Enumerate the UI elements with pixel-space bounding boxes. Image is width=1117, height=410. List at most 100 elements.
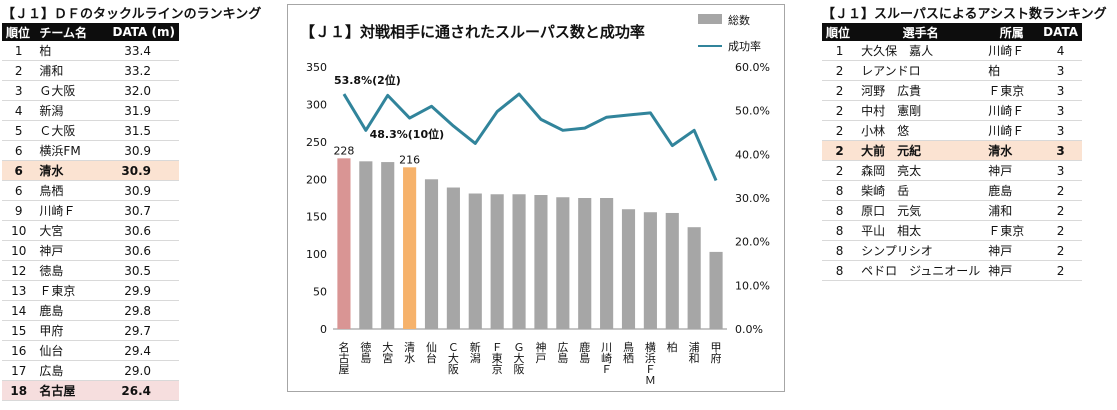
- rank-cell: 10: [2, 220, 36, 241]
- data-cell: 29.7: [108, 320, 179, 341]
- table-row: 17 広島 29.0: [2, 360, 179, 381]
- player-name-cell: 小林 悠: [857, 120, 985, 141]
- bar: [687, 227, 701, 329]
- table-row: 8 原口 元気 浦和 2: [822, 200, 1082, 221]
- table-row: 3 Ｇ大阪 32.0: [2, 80, 179, 101]
- rank-cell: 6: [2, 180, 36, 201]
- data-cell: 3: [1039, 60, 1082, 81]
- bar: [578, 198, 592, 329]
- line-series: [342, 92, 718, 182]
- table-row: 1 大久保 嘉人 川崎Ｆ 4: [822, 41, 1082, 61]
- bar: [512, 194, 526, 329]
- table-row: 13 Ｆ東京 29.9: [2, 280, 179, 301]
- rank-cell: 8: [822, 220, 858, 241]
- chart-legend: 総数 成功率: [698, 13, 761, 53]
- table-row: 5 Ｃ大阪 31.5: [2, 120, 179, 141]
- rank-cell: 4: [2, 100, 36, 121]
- data-cell: 33.2: [108, 60, 179, 81]
- x-tick-label: 横浜ＦＭ: [645, 340, 656, 387]
- bar: [621, 209, 636, 329]
- table-row: 14 鹿島 29.8: [2, 300, 179, 321]
- rank-cell: 13: [2, 280, 36, 301]
- y2-tick-label: 0.0%: [735, 323, 763, 336]
- y2-tick-label: 50.0%: [735, 105, 770, 118]
- table-row: 9 川崎Ｆ 30.7: [2, 200, 179, 221]
- rank-cell: 3: [2, 80, 36, 101]
- data-cell: 33.4: [108, 41, 179, 61]
- club-cell: 鹿島: [984, 180, 1040, 201]
- right-y-axis: 0.0% 10.0% 20.0% 30.0% 40.0% 50.0% 60.0%: [735, 61, 770, 336]
- team-name-cell: 横浜FM: [35, 140, 109, 161]
- chart-annotations: 228 216 53.8%(2位) 48.3%(10位): [333, 73, 444, 166]
- rate-annotation: 53.8%(2位): [334, 73, 401, 87]
- data-cell: 29.0: [108, 360, 179, 381]
- data-cell: 31.5: [108, 120, 179, 141]
- rank-cell: 1: [822, 41, 858, 61]
- x-tick-label: 柏: [667, 340, 678, 354]
- team-name-cell: 徳島: [35, 260, 109, 281]
- data-cell: 3: [1039, 140, 1082, 161]
- table-row: 10 大宮 30.6: [2, 220, 179, 241]
- rank-cell: 8: [822, 260, 858, 281]
- x-tick-label: 浦和: [689, 341, 700, 365]
- table-row: 8 柴崎 岳鹿島 2: [822, 180, 1082, 201]
- table-row: 12 徳島 30.5: [2, 260, 179, 281]
- y-tick-label: 250: [306, 136, 327, 149]
- data-cell: 31.9: [108, 100, 179, 121]
- player-name-cell: 大久保 嘉人: [857, 41, 985, 61]
- team-name-cell: Ｃ大阪: [35, 120, 109, 141]
- column-header-player: 選手名: [857, 23, 985, 41]
- table-row: 18 名古屋 26.4: [2, 380, 179, 401]
- rank-cell: 2: [822, 60, 858, 81]
- table-row: 16 仙台 29.4: [2, 340, 179, 361]
- y-tick-label: 0: [320, 323, 327, 336]
- player-name-cell: 柴崎 岳: [857, 180, 985, 201]
- table-row: 8 シンプリシオ 神戸 2: [822, 240, 1082, 261]
- column-header-rank: 順位: [822, 23, 858, 41]
- table-row: 6 清水 30.9: [2, 160, 179, 181]
- x-tick-label: 神戸: [535, 340, 546, 365]
- column-header-rank: 順位: [2, 23, 36, 41]
- data-cell: 2: [1039, 180, 1082, 201]
- rank-cell: 17: [2, 360, 36, 381]
- data-cell: 29.9: [108, 280, 179, 301]
- rank-cell: 10: [2, 240, 36, 261]
- table-row: 1 柏 33.4: [2, 41, 179, 61]
- rank-cell: 8: [822, 200, 858, 221]
- table-row: 2 大前 元紀 清水 3: [822, 140, 1082, 161]
- x-tick-label: 鳥栖: [623, 340, 634, 365]
- bar: [643, 212, 657, 329]
- team-name-cell: 鳥栖: [35, 180, 109, 201]
- column-header-team: チーム名: [35, 23, 109, 41]
- data-cell: 3: [1039, 80, 1082, 101]
- player-name-cell: 原口 元気: [857, 200, 985, 221]
- club-cell: 浦和: [984, 200, 1040, 221]
- x-tick-label: Ｃ大阪: [448, 341, 459, 376]
- legend-label-line: 成功率: [728, 39, 761, 53]
- data-cell: 26.4: [108, 380, 179, 401]
- bar: [490, 194, 504, 329]
- data-cell: 30.7: [108, 200, 179, 221]
- team-name-cell: Ｆ東京: [35, 280, 109, 301]
- column-header-data: DATA (m): [108, 23, 179, 41]
- data-cell: 29.8: [108, 300, 179, 321]
- y2-tick-label: 10.0%: [735, 279, 770, 292]
- x-tick-label: 大宮: [382, 340, 393, 365]
- player-name-cell: 森岡 亮太: [857, 160, 985, 181]
- data-cell: 29.4: [108, 340, 179, 361]
- y-tick-label: 150: [306, 211, 327, 224]
- y-tick-label: 100: [306, 248, 327, 261]
- rank-cell: 2: [822, 160, 858, 181]
- table-row: 6 鳥栖 30.9: [2, 180, 179, 201]
- bar: [556, 197, 570, 329]
- team-name-cell: 柏: [35, 41, 109, 61]
- rank-cell: 1: [2, 41, 36, 61]
- data-cell: 30.6: [108, 240, 179, 261]
- table-row: 2 浦和 33.2: [2, 60, 179, 81]
- data-cell: 30.9: [108, 140, 179, 161]
- rank-cell: 8: [822, 240, 858, 261]
- team-name-cell: 神戸: [35, 240, 109, 261]
- table-row: 8 ペドロ ジュニオール 神戸 2: [822, 260, 1082, 281]
- y-tick-label: 300: [306, 98, 327, 111]
